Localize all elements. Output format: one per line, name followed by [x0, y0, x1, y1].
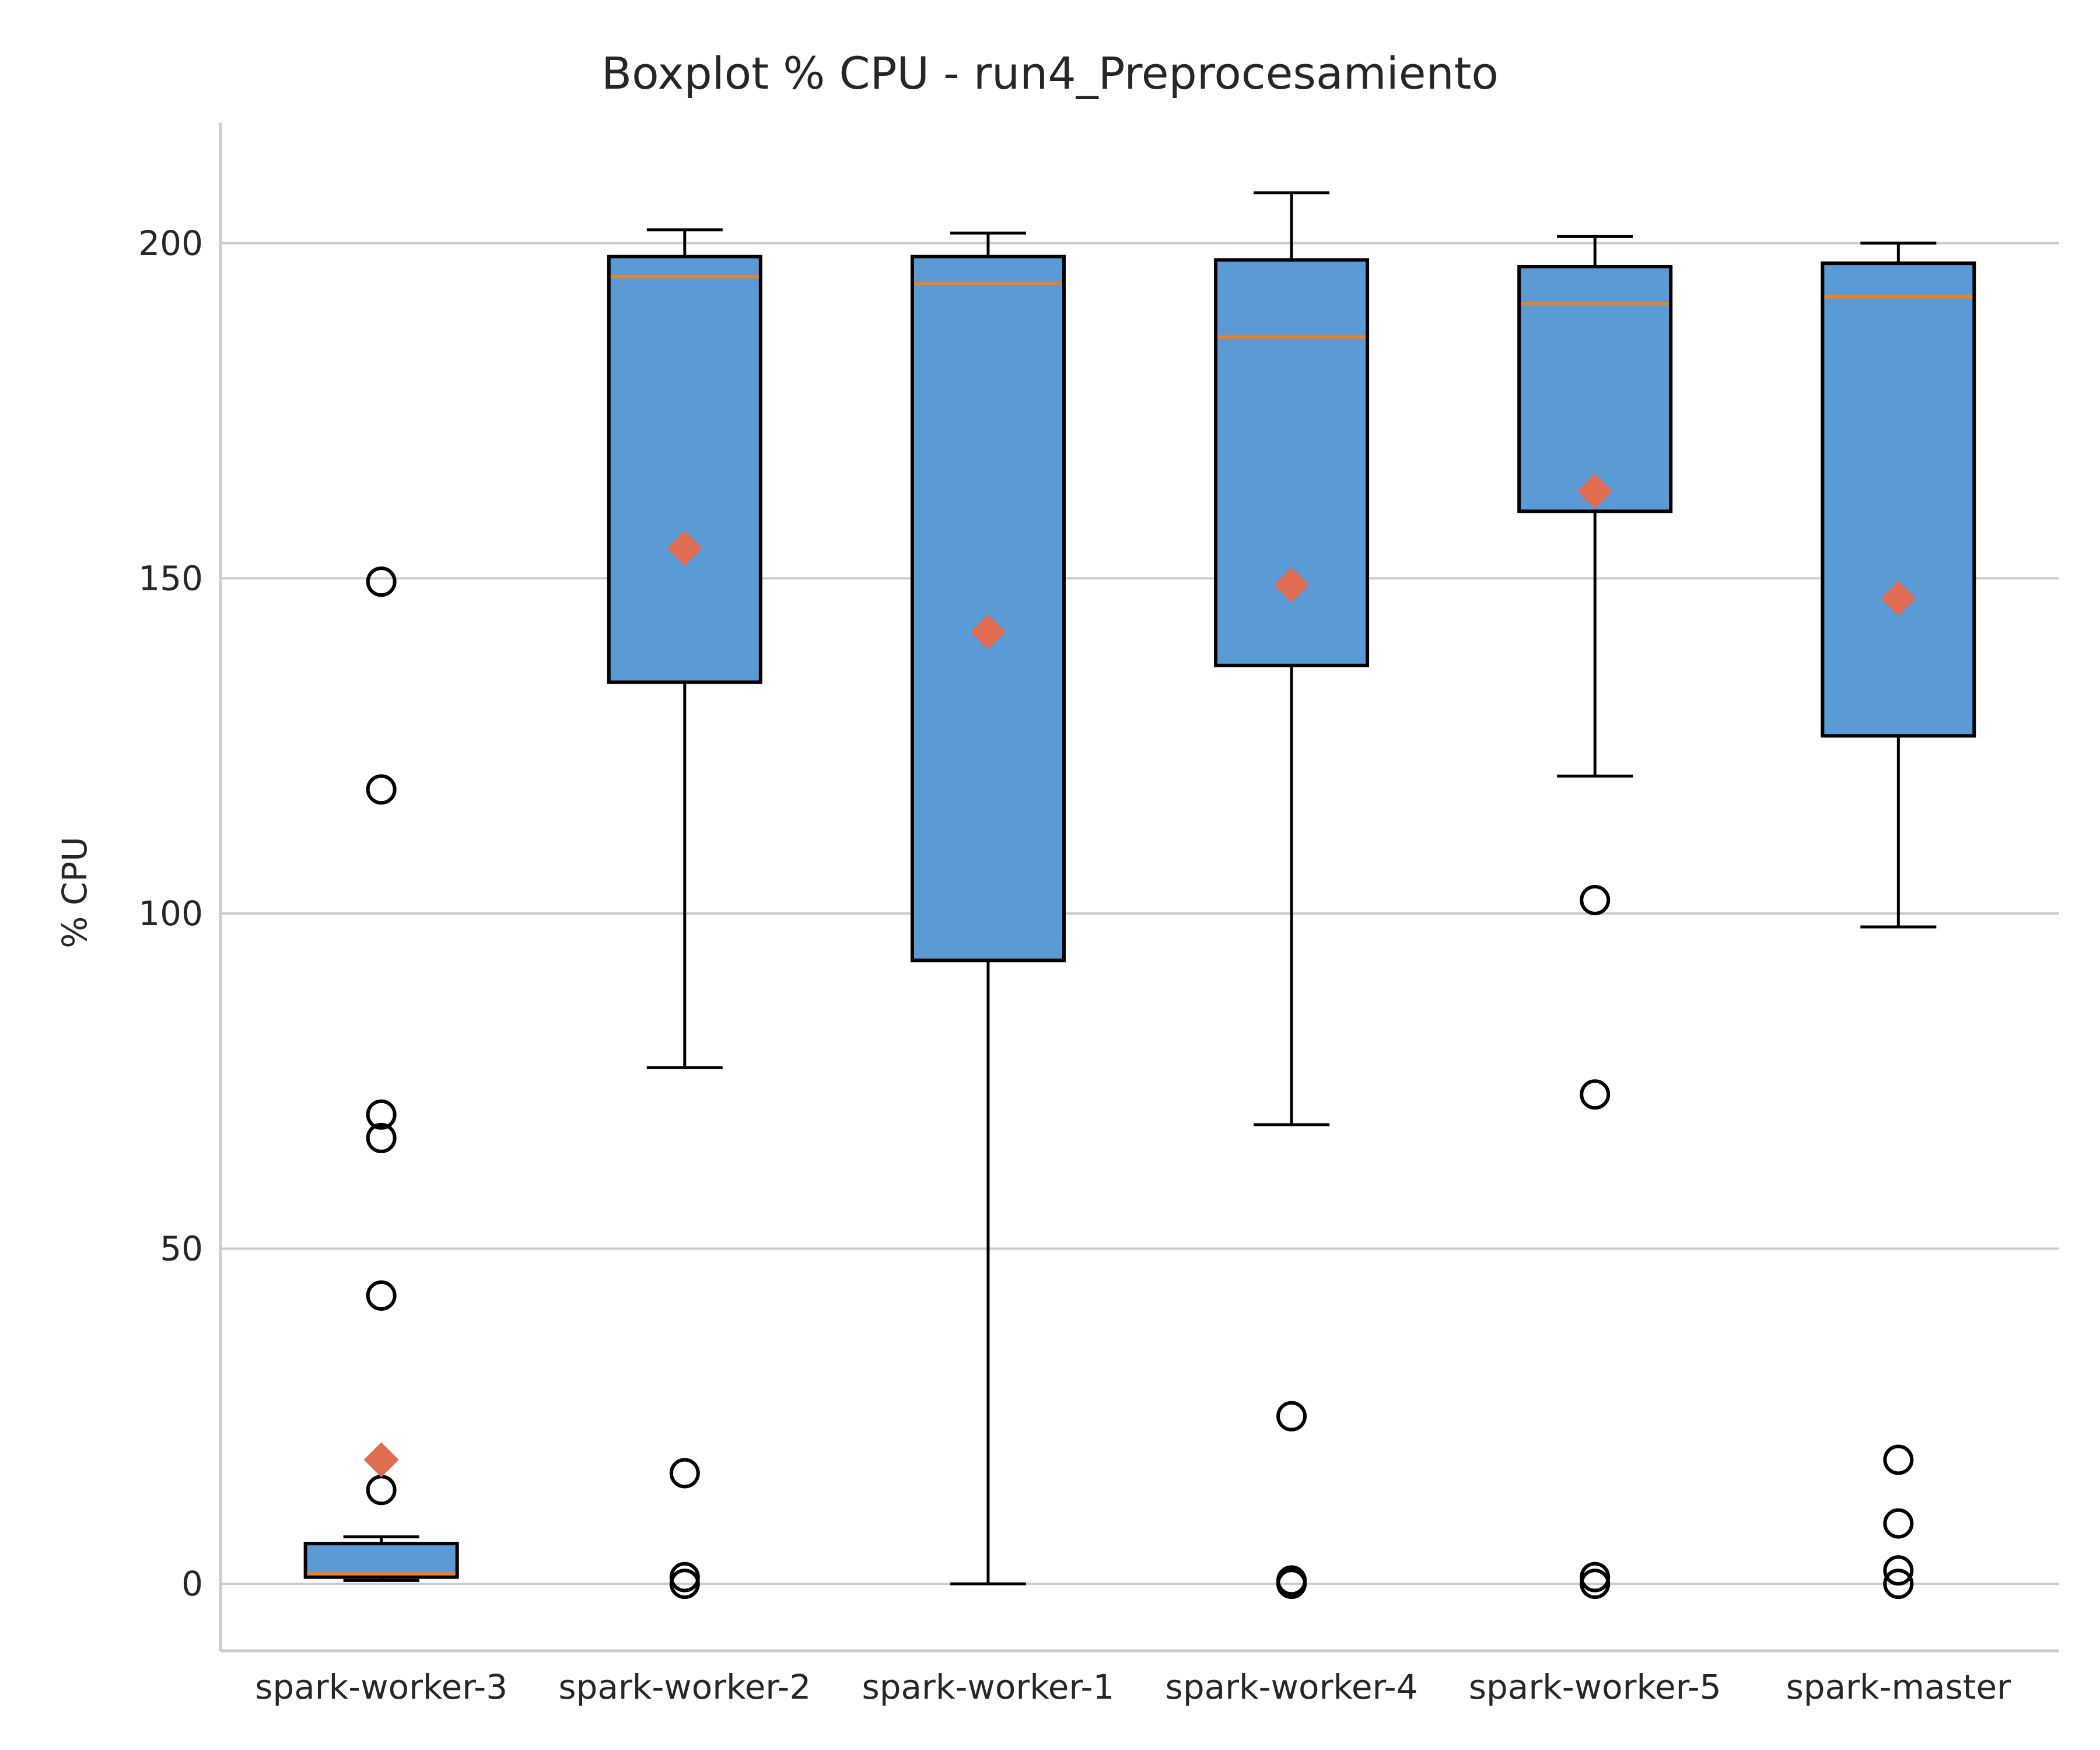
mean-marker — [667, 530, 702, 566]
mean-marker — [1577, 474, 1613, 509]
box-iqr — [1517, 265, 1673, 513]
outlier-point — [1580, 1079, 1611, 1110]
mean-marker — [970, 614, 1006, 650]
chart-title: Boxplot % CPU - run4_Preprocesamiento — [601, 47, 1499, 99]
outlier-point — [669, 1562, 700, 1592]
y-tick-label: 0 — [181, 1564, 203, 1604]
x-tick-label: spark-worker-3 — [255, 1667, 508, 1707]
x-tick-label: spark-master — [1786, 1667, 2011, 1707]
outlier-point — [366, 1280, 397, 1311]
grid-lines — [220, 242, 2059, 1586]
outlier-point — [366, 1099, 397, 1130]
outlier-point — [1883, 1569, 1914, 1600]
boxes — [303, 191, 1976, 1600]
outlier-point — [1883, 1444, 1914, 1475]
outlier-point — [366, 1475, 397, 1506]
box-spark-worker-1 — [910, 232, 1066, 1586]
box-spark-worker-4 — [1214, 191, 1370, 1600]
outlier-point — [1883, 1555, 1914, 1586]
box-iqr — [1821, 261, 1976, 738]
outlier-point — [1580, 1562, 1611, 1592]
box-iqr — [1214, 258, 1370, 667]
box-spark-worker-5 — [1517, 235, 1673, 1600]
box-iqr — [303, 1542, 459, 1579]
x-tick-label: spark-worker-1 — [862, 1667, 1114, 1707]
labels: 0 50 100 150 200 spark-worker-3 spark-worker-2… — [138, 223, 2011, 1707]
outlier-point — [1276, 1401, 1307, 1432]
y-tick-label: 50 — [160, 1229, 203, 1269]
y-axis-label: % CPU — [55, 836, 94, 948]
box-spark-worker-3 — [303, 566, 459, 1582]
y-tick-label: 150 — [138, 558, 203, 598]
box-iqr — [910, 254, 1066, 963]
y-tick-label: 200 — [138, 223, 203, 263]
outlier-point — [366, 1122, 397, 1153]
axes — [219, 123, 2059, 1653]
x-tick-label: spark-worker-5 — [1469, 1667, 1721, 1707]
box-spark-worker-2 — [607, 228, 762, 1600]
x-tick-label: spark-worker-4 — [1166, 1667, 1418, 1707]
outlier-point — [1883, 1508, 1914, 1539]
outlier-point — [366, 774, 397, 805]
x-tick-label: spark-worker-2 — [558, 1667, 811, 1707]
outlier-point — [1276, 1565, 1307, 1596]
outlier-point — [1580, 884, 1611, 915]
outlier-point — [366, 566, 397, 597]
box-spark-master — [1821, 242, 1976, 1600]
mean-marker — [1881, 580, 1916, 616]
box-iqr — [607, 254, 762, 684]
mean-marker — [363, 1442, 399, 1478]
y-tick-label: 100 — [138, 894, 203, 933]
mean-marker — [1274, 567, 1310, 603]
outlier-point — [669, 1458, 700, 1489]
